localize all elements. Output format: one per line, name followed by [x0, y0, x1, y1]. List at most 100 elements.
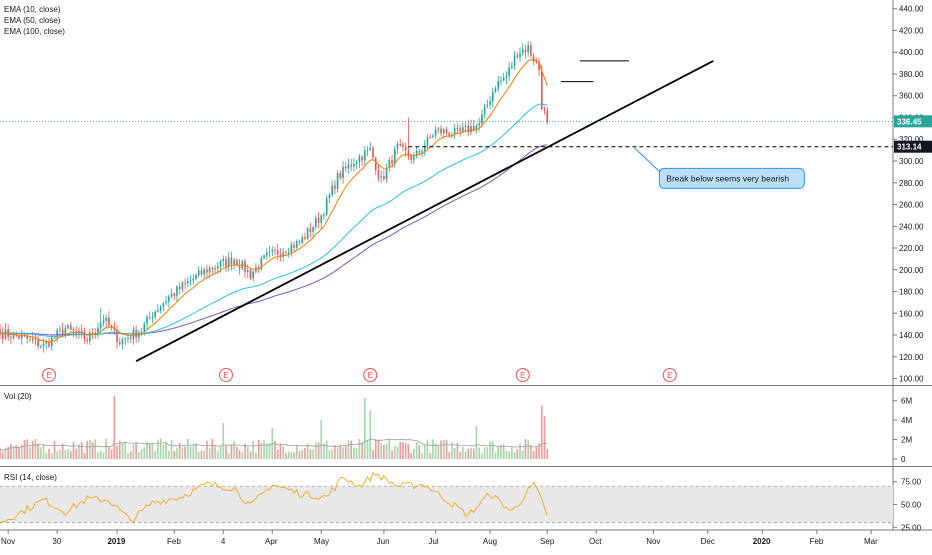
candle-body — [176, 286, 178, 296]
candle-body — [222, 259, 225, 262]
volume-bar — [127, 453, 129, 459]
volume-bar — [238, 450, 241, 459]
time-tick-label: Nov — [646, 537, 660, 546]
candle-body — [146, 316, 148, 324]
candle-body — [148, 316, 151, 318]
volume-bar — [118, 440, 121, 459]
candle-body — [170, 293, 173, 297]
candle-body — [157, 310, 159, 312]
volume-bar — [320, 420, 323, 459]
candle-body — [418, 151, 421, 153]
candle-body — [260, 257, 263, 270]
support-badge — [894, 140, 932, 153]
volume-bar — [290, 451, 293, 459]
volume-bar — [511, 447, 513, 459]
volume-bar — [102, 452, 105, 459]
candle-body — [304, 237, 306, 239]
candle-body — [67, 325, 69, 329]
time-tick-label: 4 — [221, 537, 226, 546]
volume-bar — [374, 439, 377, 459]
volume-bar — [410, 453, 412, 459]
volume-tick-label: 4M — [901, 416, 912, 425]
candle-body — [102, 320, 105, 323]
candle-body — [315, 217, 317, 227]
volume-bar — [178, 443, 181, 459]
volume-tick-label: 0 — [901, 455, 906, 464]
candle-body — [393, 149, 396, 164]
candle-body — [40, 346, 42, 348]
volume-bar — [23, 440, 26, 459]
volume-legend[interactable]: Vol (20) — [4, 392, 32, 401]
volume-bar — [110, 449, 113, 459]
volume-bar — [214, 445, 216, 459]
candle-body — [50, 337, 53, 347]
earnings-marker — [662, 368, 677, 382]
candle-body — [18, 335, 20, 339]
volume-bar — [56, 451, 58, 459]
candle-body — [236, 259, 238, 266]
candle-body — [227, 257, 230, 267]
volume-bar — [1, 452, 4, 459]
volume-bar — [279, 443, 282, 459]
candle-body — [165, 301, 167, 304]
volume-bar — [344, 445, 347, 459]
volume-bar — [445, 439, 448, 459]
rsi-legend[interactable]: RSI (14, close) — [4, 473, 57, 482]
candle-body — [347, 164, 350, 169]
candle-body — [380, 176, 382, 178]
volume-bar — [105, 438, 107, 459]
volume-bar — [418, 445, 421, 459]
candle-body — [31, 338, 34, 341]
candle-body — [127, 337, 129, 339]
last-price-label: 336.45 — [897, 117, 922, 126]
ema10-legend[interactable]: EMA (10, close) — [4, 5, 61, 14]
candle-body — [287, 252, 290, 254]
earnings-marker-label: E — [223, 371, 228, 380]
volume-bar — [361, 442, 363, 459]
volume-bar — [99, 450, 102, 459]
candle-body — [546, 110, 549, 122]
volume-bar — [48, 448, 50, 459]
volume-bar — [508, 451, 510, 459]
candle-body — [216, 266, 219, 269]
time-tick-label: Oct — [589, 537, 602, 546]
volume-bar — [59, 449, 61, 459]
time-tick-label: 2019 — [107, 537, 125, 546]
candle-body — [453, 128, 456, 136]
ema100-legend[interactable]: EMA (100, close) — [4, 27, 65, 36]
volume-bar — [334, 445, 336, 459]
candle-body — [355, 162, 358, 165]
volume-bar — [230, 445, 233, 459]
candle-body — [532, 55, 535, 62]
volume-bar — [350, 440, 353, 459]
volume-bar — [462, 447, 464, 459]
ema50-legend[interactable]: EMA (50, close) — [4, 16, 61, 25]
volume-bar — [29, 446, 31, 459]
volume-bar — [325, 440, 328, 459]
volume-bar — [437, 445, 440, 459]
candle-body — [385, 167, 388, 180]
volume-bar — [391, 450, 393, 459]
volume-bar — [497, 446, 500, 459]
candle-body — [86, 339, 88, 342]
volume-bar — [227, 452, 230, 459]
volume-bar — [481, 452, 483, 459]
candle-body — [89, 332, 91, 342]
volume-bar — [538, 442, 540, 459]
volume-bar — [197, 451, 200, 459]
volume-bar — [532, 450, 535, 459]
candle-body — [459, 128, 461, 132]
candles — [0, 41, 549, 353]
candle-body — [1, 332, 4, 339]
volume-ma-line — [0, 438, 548, 451]
candle-body — [369, 147, 372, 150]
candle-body — [505, 76, 508, 78]
volume-bar — [4, 447, 7, 459]
volume-bar — [287, 451, 290, 459]
time-tick-label: Dec — [701, 537, 715, 546]
volume-bar — [72, 442, 75, 459]
candle-body — [4, 329, 7, 339]
candle-body — [521, 49, 524, 54]
